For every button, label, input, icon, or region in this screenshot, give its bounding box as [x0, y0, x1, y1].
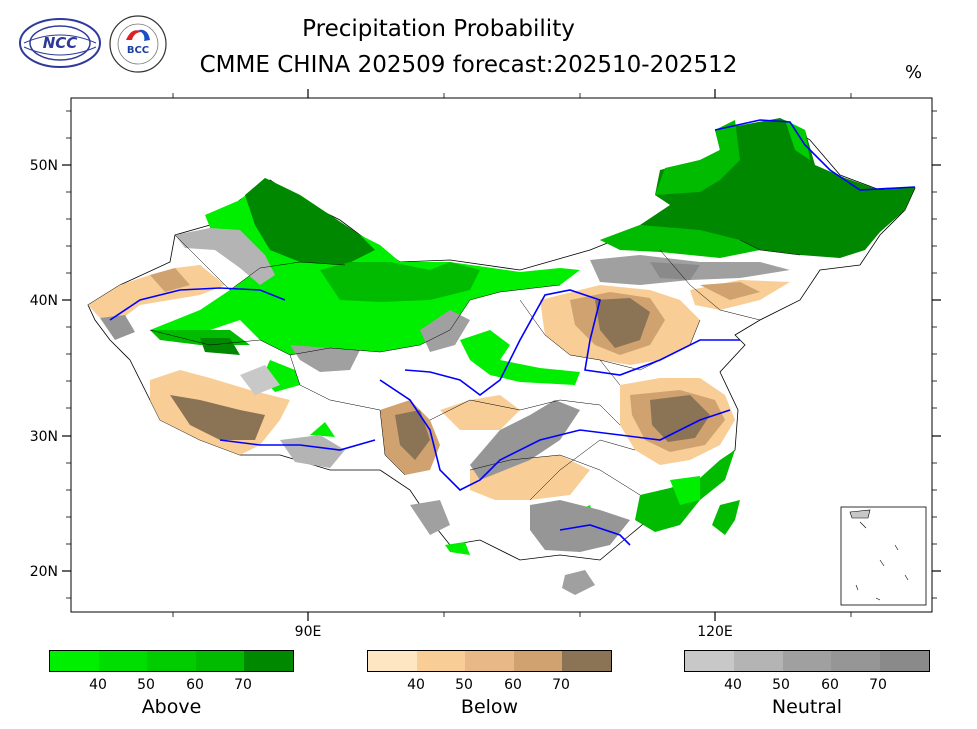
chart-title: Precipitation Probability — [302, 16, 575, 42]
above-region-ne-mid — [655, 120, 740, 195]
above-tick-60: 60 — [186, 677, 204, 693]
above-swatch-0 — [50, 651, 99, 671]
above-region-taiwan — [712, 500, 740, 535]
probability-shading — [87, 118, 916, 595]
above-swatch-1 — [98, 651, 148, 671]
neutral-swatch-0 — [685, 651, 734, 671]
neutral-colorbar-label: Neutral — [771, 696, 843, 718]
above-tick-50: 50 — [137, 677, 155, 693]
neutral-tick-50: 50 — [772, 677, 790, 693]
below-tick-40: 40 — [407, 677, 425, 693]
map-frame — [70, 97, 933, 613]
neutral-colorbar — [684, 650, 930, 672]
above-region-ne-edge — [600, 225, 760, 258]
ncc-logo: NCC — [19, 18, 101, 68]
above-tick-40: 40 — [89, 677, 107, 693]
below-region-west — [88, 265, 225, 320]
below-region-central — [440, 395, 520, 430]
axis-ticks — [62, 89, 941, 621]
neutral-region-tibet-n — [240, 365, 280, 395]
neutral-tick-70: 70 — [869, 677, 887, 693]
neutral-region-tibet-s — [280, 435, 345, 468]
neutral-tick-40: 40 — [724, 677, 742, 693]
chart-subtitle: CMME CHINA 202509 forecast:202510-202512 — [199, 52, 738, 78]
yangtze-river — [379, 379, 731, 491]
below-swatch-4 — [562, 651, 611, 671]
below-region-yangtze-dark — [650, 395, 710, 442]
bcc-logo: BCC — [109, 15, 167, 73]
bcc-logo-text: BCC — [127, 45, 149, 56]
lat-label-40n: 40N — [30, 293, 58, 309]
lat-label-30n: 30N — [30, 429, 58, 445]
below-region-sichuan-dark — [395, 410, 430, 460]
neutral-region-north-dark — [650, 262, 700, 280]
pearl-river — [559, 524, 631, 546]
neutral-region-gansu — [420, 310, 470, 352]
neutral-region-nw — [175, 228, 275, 285]
below-tick-60: 60 — [504, 677, 522, 693]
below-region-nc-dark — [595, 298, 650, 348]
lat-label-50n: 50N — [30, 158, 58, 174]
ncc-logo-text: NCC — [43, 34, 78, 52]
yellow-river — [404, 289, 740, 396]
above-colorbar — [49, 650, 294, 672]
rivers — [109, 119, 916, 546]
below-region-west-dark — [150, 268, 190, 292]
below-tick-50: 50 — [455, 677, 473, 693]
above-tick-70: 70 — [234, 677, 252, 693]
above-swatch-4 — [244, 651, 293, 671]
axis-minor-ticks — [66, 93, 937, 617]
below-swatch-3 — [513, 651, 563, 671]
neutral-region-west — [100, 315, 135, 340]
above-region-ne-tip — [785, 120, 810, 160]
below-region-ne-coast-dark — [700, 282, 760, 300]
yarlung-river — [219, 439, 376, 451]
below-tick-70: 70 — [552, 677, 570, 693]
neutral-swatch-4 — [880, 651, 929, 671]
neutral-swatch-1 — [733, 651, 783, 671]
forecast-map: 50N 40N 30N 20N 90E 120E — [30, 89, 941, 640]
lon-label-90e: 90E — [295, 624, 322, 640]
above-region-west-core — [200, 338, 240, 355]
above-region-se-light — [670, 476, 700, 505]
below-colorbar — [367, 650, 612, 672]
below-region-tibet-dark — [170, 395, 265, 440]
neutral-region-central-s — [470, 400, 580, 480]
unit-label: % — [905, 62, 923, 83]
above-swatch-3 — [195, 651, 245, 671]
south-china-sea-inset — [840, 506, 927, 606]
below-swatch-1 — [416, 651, 466, 671]
neutral-swatch-2 — [782, 651, 832, 671]
neutral-region-hainan — [562, 570, 595, 595]
inset-islands — [849, 509, 909, 601]
above-region-center — [460, 330, 580, 385]
above-region-north-mid — [320, 262, 480, 302]
lon-label-120e: 120E — [697, 624, 733, 640]
lat-label-20n: 20N — [30, 564, 58, 580]
above-colorbar-label: Above — [141, 696, 202, 718]
above-region-yunnan-small — [445, 542, 470, 555]
above-swatch-2 — [147, 651, 196, 671]
neutral-tick-60: 60 — [821, 677, 839, 693]
below-swatch-2 — [465, 651, 514, 671]
heilong-river — [714, 119, 916, 191]
above-region-tibet-small — [310, 422, 335, 437]
neutral-region-yunnan — [410, 500, 450, 535]
below-swatch-0 — [368, 651, 417, 671]
below-colorbar-label: Below — [460, 696, 519, 718]
tarim-river — [109, 287, 286, 321]
above-region-north-dark — [245, 178, 375, 265]
above-region-ne-dark — [600, 118, 915, 258]
neutral-swatch-3 — [831, 651, 881, 671]
